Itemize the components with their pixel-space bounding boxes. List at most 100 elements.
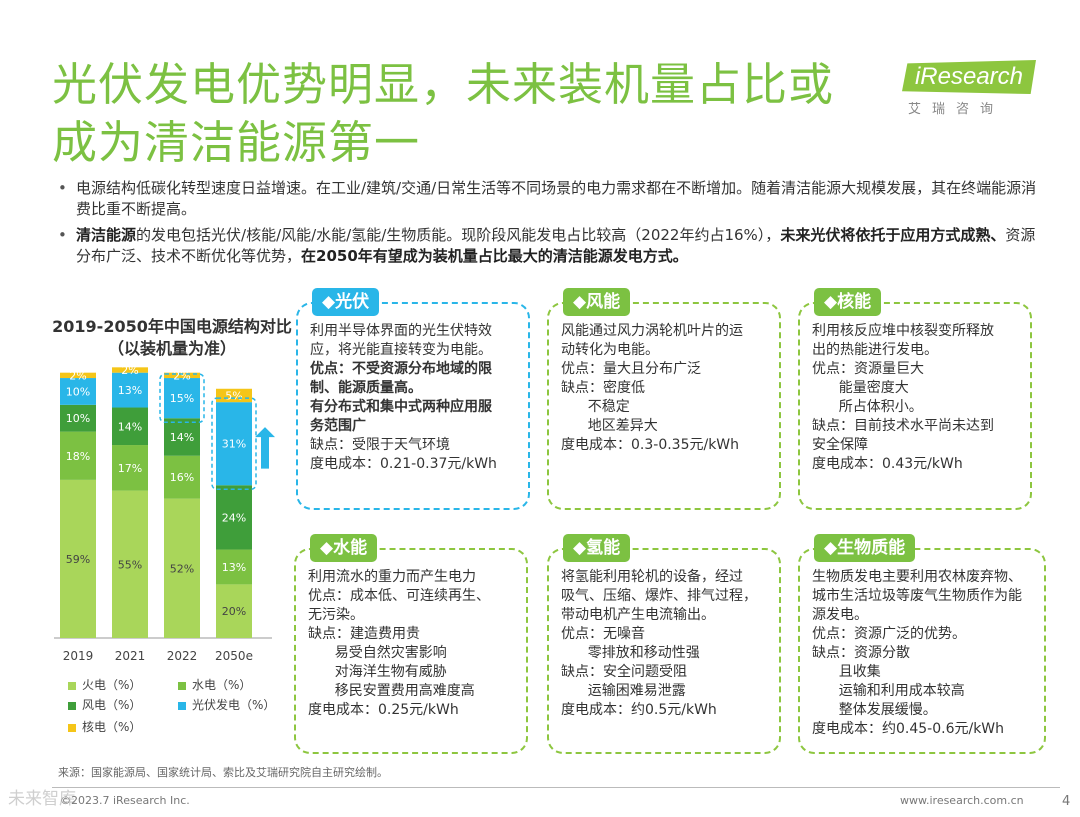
data-label: 17% <box>118 462 142 475</box>
card-line: 度电成本：0.3-0.35元/kWh <box>561 437 740 453</box>
card-biomass-label: ◆生物质能 <box>814 534 916 562</box>
bar-segment <box>60 378 96 405</box>
page-title-line2: 成为清洁能源第一 <box>52 116 421 169</box>
card-line: 且收集 <box>812 664 881 680</box>
bar-segment <box>60 372 96 379</box>
card-line: 优点：不受资源分布地域的限 <box>310 361 492 377</box>
card-solar-label: ◆光伏 <box>312 288 380 316</box>
bar-segment <box>164 455 200 499</box>
card-line: 零排放和移动性强 <box>561 645 700 661</box>
card-wind-body: 风能通过风力涡轮机叶片的运 动转化为电能。 优点：量大且分布广泛 缺点：密度低 不稳定… <box>561 322 771 455</box>
data-label: 31% <box>222 438 246 451</box>
card-hydro-body: 利用流水的重力而产生电力 优点：成本低、可连续再生、 无污染。 缺点：建造费用贵 易受… <box>308 568 518 720</box>
bar-segment <box>216 402 252 486</box>
data-label: 59% <box>66 553 90 566</box>
bar-segment <box>216 549 252 585</box>
card-line: 风能通过风力涡轮机叶片的运 <box>561 323 743 339</box>
bar-segment <box>60 479 96 638</box>
card-line: 优点：成本低、可连续再生、 <box>308 588 490 604</box>
card-line: 优点：资源量巨大 <box>812 361 924 377</box>
data-label: 14% <box>118 420 142 433</box>
data-label: 13% <box>118 384 142 397</box>
data-label: 20% <box>222 605 246 618</box>
footer-divider <box>52 787 1060 788</box>
card-line: 优点：无噪音 <box>561 626 645 642</box>
card-hydro: ◆水能 利用流水的重力而产生电力 优点：成本低、可连续再生、 无污染。 缺点：建造费用… <box>294 534 528 754</box>
legend-swatch <box>178 701 186 710</box>
card-line: 运输困难易泄露 <box>561 683 686 699</box>
card-hydrogen: ◆氢能 将氢能利用轮机的设备，经过 吸气、压缩、爆炸、排气过程， 带动电机产生电流输… <box>547 534 781 754</box>
card-line: 整体发展缓慢。 <box>812 702 937 718</box>
card-line: 出的热能进行发电。 <box>812 342 938 358</box>
card-line: 源发电。 <box>812 607 868 623</box>
data-label: 10% <box>66 412 90 425</box>
card-line: 应，将光能直接转变为电能。 <box>310 342 492 358</box>
card-line: 移民安置费用高难度高 <box>308 683 475 699</box>
card-line: 将氢能利用轮机的设备，经过 <box>561 569 743 585</box>
data-label: 2% <box>69 369 86 382</box>
card-nuclear: ◆核能 利用核反应堆中核裂变所释放 出的热能进行发电。 优点：资源量巨大 能量密度大… <box>798 288 1032 510</box>
logo-brand: iResearch <box>902 60 1036 94</box>
bar-segment <box>112 372 148 408</box>
legend-label: 光伏发电（%） <box>192 698 276 712</box>
watermark: 未来智库 <box>8 789 76 809</box>
x-tick-label: 2019 <box>63 649 94 663</box>
data-label: 2% <box>173 369 190 382</box>
bar-segment <box>112 490 148 638</box>
card-line: 安全保障 <box>812 437 868 453</box>
bar-segment <box>164 498 200 638</box>
card-line: 度电成本：约0.45-0.6元/kWh <box>812 721 1005 737</box>
copyright: ©2023.7 iResearch Inc. <box>60 794 190 807</box>
bar-segment <box>164 378 200 419</box>
card-biomass-body: 生物质发电主要利用农林废弃物、 城市生活垃圾等废气生物质作为能 源发电。 优点：资源广… <box>812 568 1036 739</box>
card-line: 缺点：密度低 <box>561 380 645 396</box>
legend-swatch <box>68 701 76 710</box>
bullet-2-text-2: 资源分布广泛、技术不断优化等优势， <box>76 226 1036 265</box>
card-line: 缺点：安全问题受阻 <box>561 664 687 680</box>
bar-segment <box>216 584 252 638</box>
card-line: 缺点：资源分散 <box>812 645 910 661</box>
chart-title: 2019-2050年中国电源结构对比（以装机量为准） <box>52 317 292 358</box>
legend-swatch <box>178 681 186 690</box>
bar-segment <box>164 372 200 379</box>
card-line: 度电成本：0.21-0.37元/kWh <box>310 456 497 472</box>
card-line: 所占体积小。 <box>812 399 923 415</box>
website-link[interactable]: www.iresearch.com.cn <box>900 794 1024 807</box>
stacked-bar-chart: 59% 18% 10% 10% 2% 2019 55% 17% 14% 13% 2% 2021 52% 1… <box>54 364 275 663</box>
card-line: 不稳定 <box>561 399 630 415</box>
source-note: 来源：国家能源局、国家统计局、索比及艾瑞研究院自主研究绘制。 <box>58 766 388 779</box>
card-line: 缺点：建造费用贵 <box>308 626 420 642</box>
card-line: 地区差异大 <box>561 418 658 434</box>
summary-bullets: 电源结构低碳化转型速度日益增速。在工业/建筑/交通/日常生活等不同场景的电力需求… <box>58 178 1038 272</box>
card-line: 吸气、压缩、爆炸、排气过程， <box>561 588 757 604</box>
card-wind: ◆风能 风能通过风力涡轮机叶片的运 动转化为电能。 优点：量大且分布广泛 缺点：密度低… <box>547 288 781 510</box>
card-line: 无污染。 <box>308 607 364 623</box>
bar-segment <box>60 404 96 432</box>
card-line: 有分布式和集中式两种应用服 <box>310 399 492 415</box>
data-label: 55% <box>118 558 142 571</box>
solar-highlight-box <box>159 373 205 423</box>
card-line: 制、能源质量高。 <box>310 380 422 396</box>
page-title: 光伏发电优势明显，未来装机量占比或 成为清洁能源第一 <box>52 56 892 172</box>
legend-item: 核电（%） <box>68 718 141 735</box>
data-label: 10% <box>66 385 90 398</box>
card-hydrogen-body: 将氢能利用轮机的设备，经过 吸气、压缩、爆炸、排气过程， 带动电机产生电流输出。 优点… <box>561 568 771 720</box>
card-solar: ◆光伏 利用半导体界面的光生伏特效 应，将光能直接转变为电能。 优点：不受资源分布地… <box>296 288 530 510</box>
data-label: 2% <box>121 364 138 377</box>
logo-subtitle: 艾瑞咨询 <box>908 102 1005 117</box>
bullet-2-bold-3: 在2050年有望成为装机量占比最大的清洁能源发电方式。 <box>301 247 688 265</box>
bar-segment <box>60 431 96 480</box>
card-line: 利用半导体界面的光生伏特效 <box>310 323 492 339</box>
bullet-2-bold-1: 清洁能源 <box>76 226 137 244</box>
legend-swatch <box>68 681 76 690</box>
legend-swatch <box>68 723 76 732</box>
bullet-2-text-1: 的发电包括光伏/核能/风能/水能/氢能/生物质能。现阶段风能发电占比较高（202… <box>136 226 781 244</box>
card-line: 度电成本：约0.5元/kWh <box>561 702 717 718</box>
card-line: 运输和利用成本较高 <box>812 683 965 699</box>
card-nuclear-body: 利用核反应堆中核裂变所释放 出的热能进行发电。 优点：资源量巨大 能量密度大 所占体… <box>812 322 1022 474</box>
bullet-1: 电源结构低碳化转型速度日益增速。在工业/建筑/交通/日常生活等不同场景的电力需求… <box>58 178 1038 220</box>
legend-label: 核电（%） <box>82 720 142 734</box>
bar-segment <box>216 485 252 550</box>
solar-highlight-box <box>211 397 257 490</box>
legend-label: 火电（%） <box>82 678 142 692</box>
